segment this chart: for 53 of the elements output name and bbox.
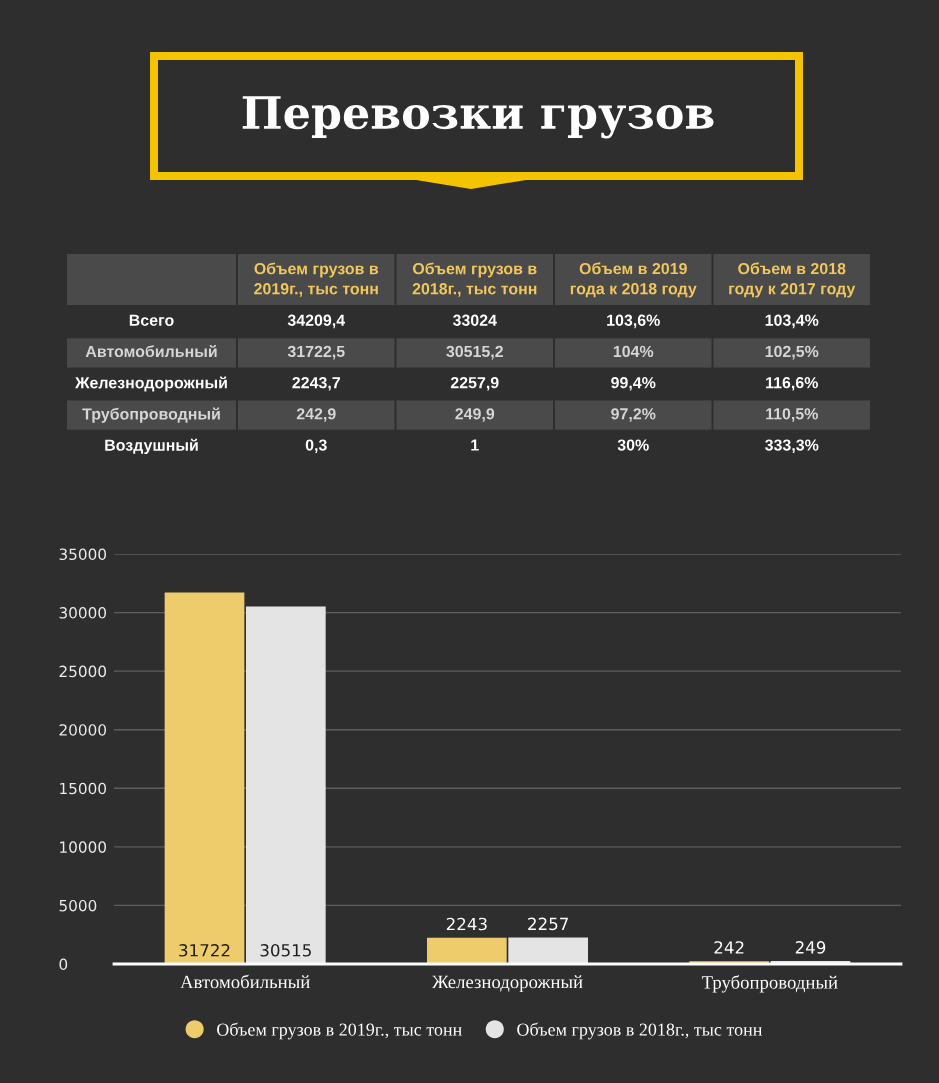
- bar: [164, 592, 245, 964]
- data-label: 2243: [446, 917, 487, 931]
- x-tick-label: Автомобильный: [180, 974, 310, 989]
- text: 103,4%: [765, 314, 819, 329]
- data-label: 2257: [528, 917, 568, 931]
- bar: [426, 937, 507, 964]
- category-label: Объем в 2018 году к 2017 году: [729, 262, 856, 298]
- data-label: 31722: [179, 944, 230, 957]
- text: 2257,9: [450, 376, 499, 391]
- y-tick-label: 20000: [59, 724, 107, 736]
- y-tick-label: 5000: [59, 899, 97, 912]
- text: 1: [471, 439, 479, 451]
- x-tick-label: Железнодорожный: [431, 975, 583, 993]
- y-tick-label: 25000: [59, 665, 107, 678]
- y-tick-label: 0: [59, 958, 68, 971]
- text: 102,5%: [765, 345, 819, 360]
- category-label: Железнодорожный: [75, 376, 227, 392]
- category-label: Воздушный: [105, 438, 198, 454]
- text: 97,2%: [611, 408, 656, 422]
- y-tick-label: 15000: [60, 782, 107, 795]
- bar: [508, 937, 589, 964]
- category-label: Автомобильный: [85, 345, 217, 358]
- legend-label: Объем грузов в 2019г., тыс тонн: [217, 1022, 462, 1040]
- text: 242,9: [296, 408, 336, 422]
- category-label: Объем в 2019 года к 2018 году: [570, 262, 697, 298]
- category-label: Объем грузов в 2019г., тыс тонн: [254, 262, 379, 297]
- text: 33024: [452, 314, 497, 326]
- text: 104%: [613, 345, 654, 358]
- y-tick-label: 30000: [59, 607, 107, 619]
- text: 31722,5: [287, 345, 345, 360]
- text: 0,3: [305, 439, 327, 453]
- y-tick-label: 10000: [60, 841, 107, 853]
- category-label: Объем грузов в 2018г., тыс тонн: [412, 262, 537, 297]
- text: 30515,2: [446, 345, 503, 360]
- bar: [245, 606, 326, 964]
- text: 110,5%: [766, 408, 818, 422]
- category-label: Трубопроводный: [82, 407, 220, 423]
- legend-label: Объем грузов в 2018г., тыс тонн: [517, 1022, 762, 1040]
- text: 249,9: [455, 408, 495, 422]
- text: 103,6%: [607, 314, 660, 329]
- text: 30%: [617, 439, 649, 451]
- category-label: Всего: [129, 314, 174, 326]
- text: 2243,7: [292, 376, 340, 391]
- text: 333,3%: [765, 439, 819, 453]
- text: 99,4%: [611, 376, 656, 391]
- data-label: 242: [714, 941, 744, 954]
- x-tick-label: Трубопроводный: [701, 975, 838, 993]
- text: 34209,4: [287, 314, 346, 329]
- text: 116,6%: [766, 376, 818, 391]
- y-tick-label: 35000: [59, 548, 107, 561]
- data-label: 249: [795, 941, 826, 954]
- text: Перевозки грузов: [242, 96, 714, 139]
- data-label: 30515: [260, 944, 311, 957]
